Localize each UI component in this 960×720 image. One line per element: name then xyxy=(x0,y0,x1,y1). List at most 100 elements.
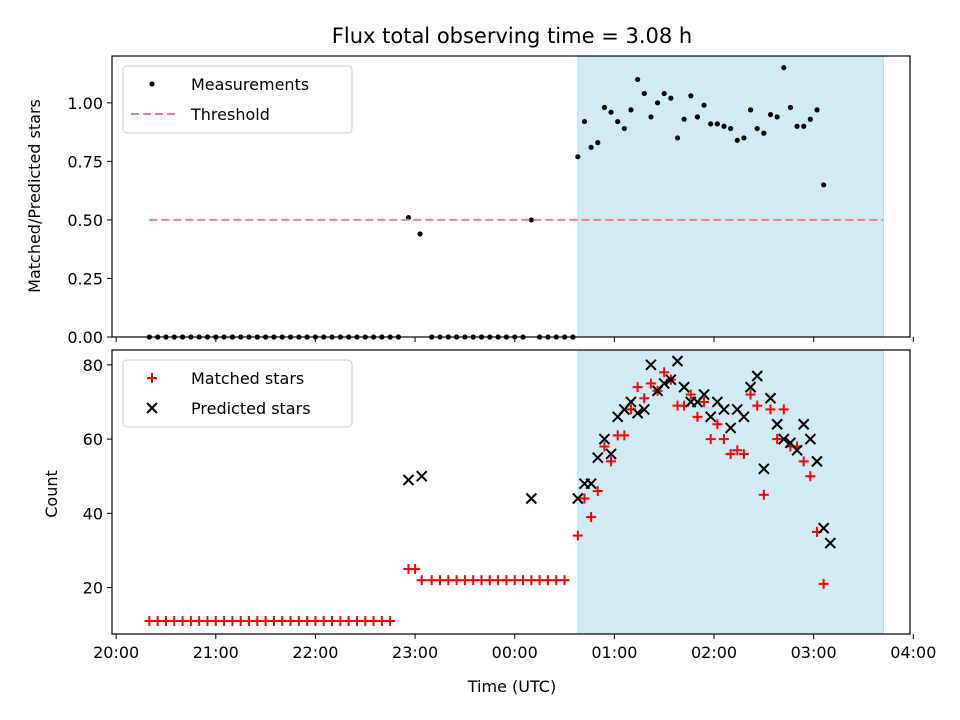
legend-label: Threshold xyxy=(190,105,270,124)
data-point xyxy=(658,377,670,390)
data-point xyxy=(592,451,604,464)
data-point xyxy=(674,135,681,141)
data-point xyxy=(798,456,809,467)
legend-item: Matched stars xyxy=(147,369,304,388)
data-point xyxy=(605,448,617,460)
y-tick: 0.50 xyxy=(67,211,112,230)
data-point xyxy=(764,392,777,404)
series-measurements xyxy=(146,65,827,340)
data-point xyxy=(559,575,570,586)
data-point xyxy=(778,433,790,445)
data-point xyxy=(714,121,720,127)
bottom-y-axis-label: Count xyxy=(42,470,61,518)
observing-span xyxy=(577,349,884,635)
y-tick-label: 0.75 xyxy=(67,152,103,171)
legend: Measurements Threshold xyxy=(122,65,353,134)
data-point xyxy=(659,367,670,378)
data-point xyxy=(728,125,734,132)
data-point xyxy=(744,381,757,393)
x-tick: 01:00 xyxy=(591,634,637,662)
x-tick: 03:00 xyxy=(791,634,837,662)
data-point xyxy=(641,90,647,97)
data-point xyxy=(648,114,654,120)
x-tick-label: 20:00 xyxy=(93,643,139,662)
data-point xyxy=(804,433,817,445)
series-predicted-stars xyxy=(402,355,836,549)
data-point xyxy=(732,445,743,456)
data-point xyxy=(588,144,594,150)
x-tick-label: 00:00 xyxy=(492,643,538,662)
data-point xyxy=(638,403,650,416)
data-point xyxy=(817,522,830,534)
y-tick: 0.25 xyxy=(67,269,112,288)
data-point xyxy=(678,381,690,393)
data-point xyxy=(694,114,701,120)
axes-frame xyxy=(111,349,911,635)
legend-item: Measurements xyxy=(149,75,309,94)
y-tick: 1.00 xyxy=(67,94,112,113)
x-tick-label: 22:00 xyxy=(292,643,338,662)
y-tick-label: 80 xyxy=(83,356,103,375)
data-point xyxy=(585,477,597,490)
data-point xyxy=(632,382,643,393)
data-point xyxy=(701,102,707,108)
data-point xyxy=(668,95,674,101)
data-point xyxy=(721,123,727,129)
legend-box xyxy=(122,359,353,428)
data-point xyxy=(741,135,747,141)
x-tick-label: 21:00 xyxy=(193,643,239,662)
data-point xyxy=(628,107,634,113)
data-point xyxy=(781,65,787,71)
data-point xyxy=(599,441,610,452)
data-point xyxy=(761,130,767,136)
y-tick: 80 xyxy=(83,356,112,375)
data-point xyxy=(791,444,803,456)
y-tick-label: 0.00 xyxy=(67,328,103,347)
data-point xyxy=(807,116,813,122)
x-tick: 23:00 xyxy=(392,634,438,662)
data-point xyxy=(681,116,687,122)
data-point xyxy=(581,118,588,125)
data-point xyxy=(572,492,584,505)
data-point xyxy=(751,370,763,382)
legend-box xyxy=(122,65,353,134)
data-point xyxy=(606,456,617,467)
data-point xyxy=(758,489,769,500)
data-point xyxy=(385,616,396,627)
data-point xyxy=(405,214,412,221)
y-tick-label: 40 xyxy=(83,504,103,523)
data-point xyxy=(772,434,783,445)
data-point xyxy=(752,400,763,411)
data-point xyxy=(654,100,661,106)
data-point xyxy=(758,463,770,475)
y-tick: 40 xyxy=(83,504,112,523)
data-point xyxy=(645,378,656,389)
data-point xyxy=(801,123,807,129)
data-point xyxy=(661,90,667,97)
data-point xyxy=(774,114,780,120)
data-point xyxy=(738,411,750,423)
y-tick-label: 60 xyxy=(83,430,103,449)
data-point xyxy=(814,107,820,113)
data-point xyxy=(639,393,650,404)
y-tick: 0.75 xyxy=(67,152,112,171)
top-y-axis-label: Matched/Predicted stars xyxy=(25,99,44,293)
data-point xyxy=(747,107,754,113)
data-point xyxy=(417,231,423,237)
data-point xyxy=(619,430,630,441)
x-tick-label: 03:00 xyxy=(791,643,837,662)
legend-label: Predicted stars xyxy=(191,399,311,418)
x-tick: 20:00 xyxy=(93,634,139,662)
data-point xyxy=(821,182,827,188)
data-point xyxy=(738,448,749,459)
x-axis-label: Time (UTC) xyxy=(467,677,556,696)
x-tick: 02:00 xyxy=(691,634,737,662)
y-tick-label: 0.50 xyxy=(67,211,103,230)
legend-item: Threshold xyxy=(131,105,270,124)
data-point xyxy=(705,411,717,423)
data-point xyxy=(586,512,597,523)
data-point xyxy=(771,418,783,430)
y-tick-label: 20 xyxy=(83,579,103,598)
data-point xyxy=(718,434,729,445)
data-point xyxy=(725,448,736,459)
